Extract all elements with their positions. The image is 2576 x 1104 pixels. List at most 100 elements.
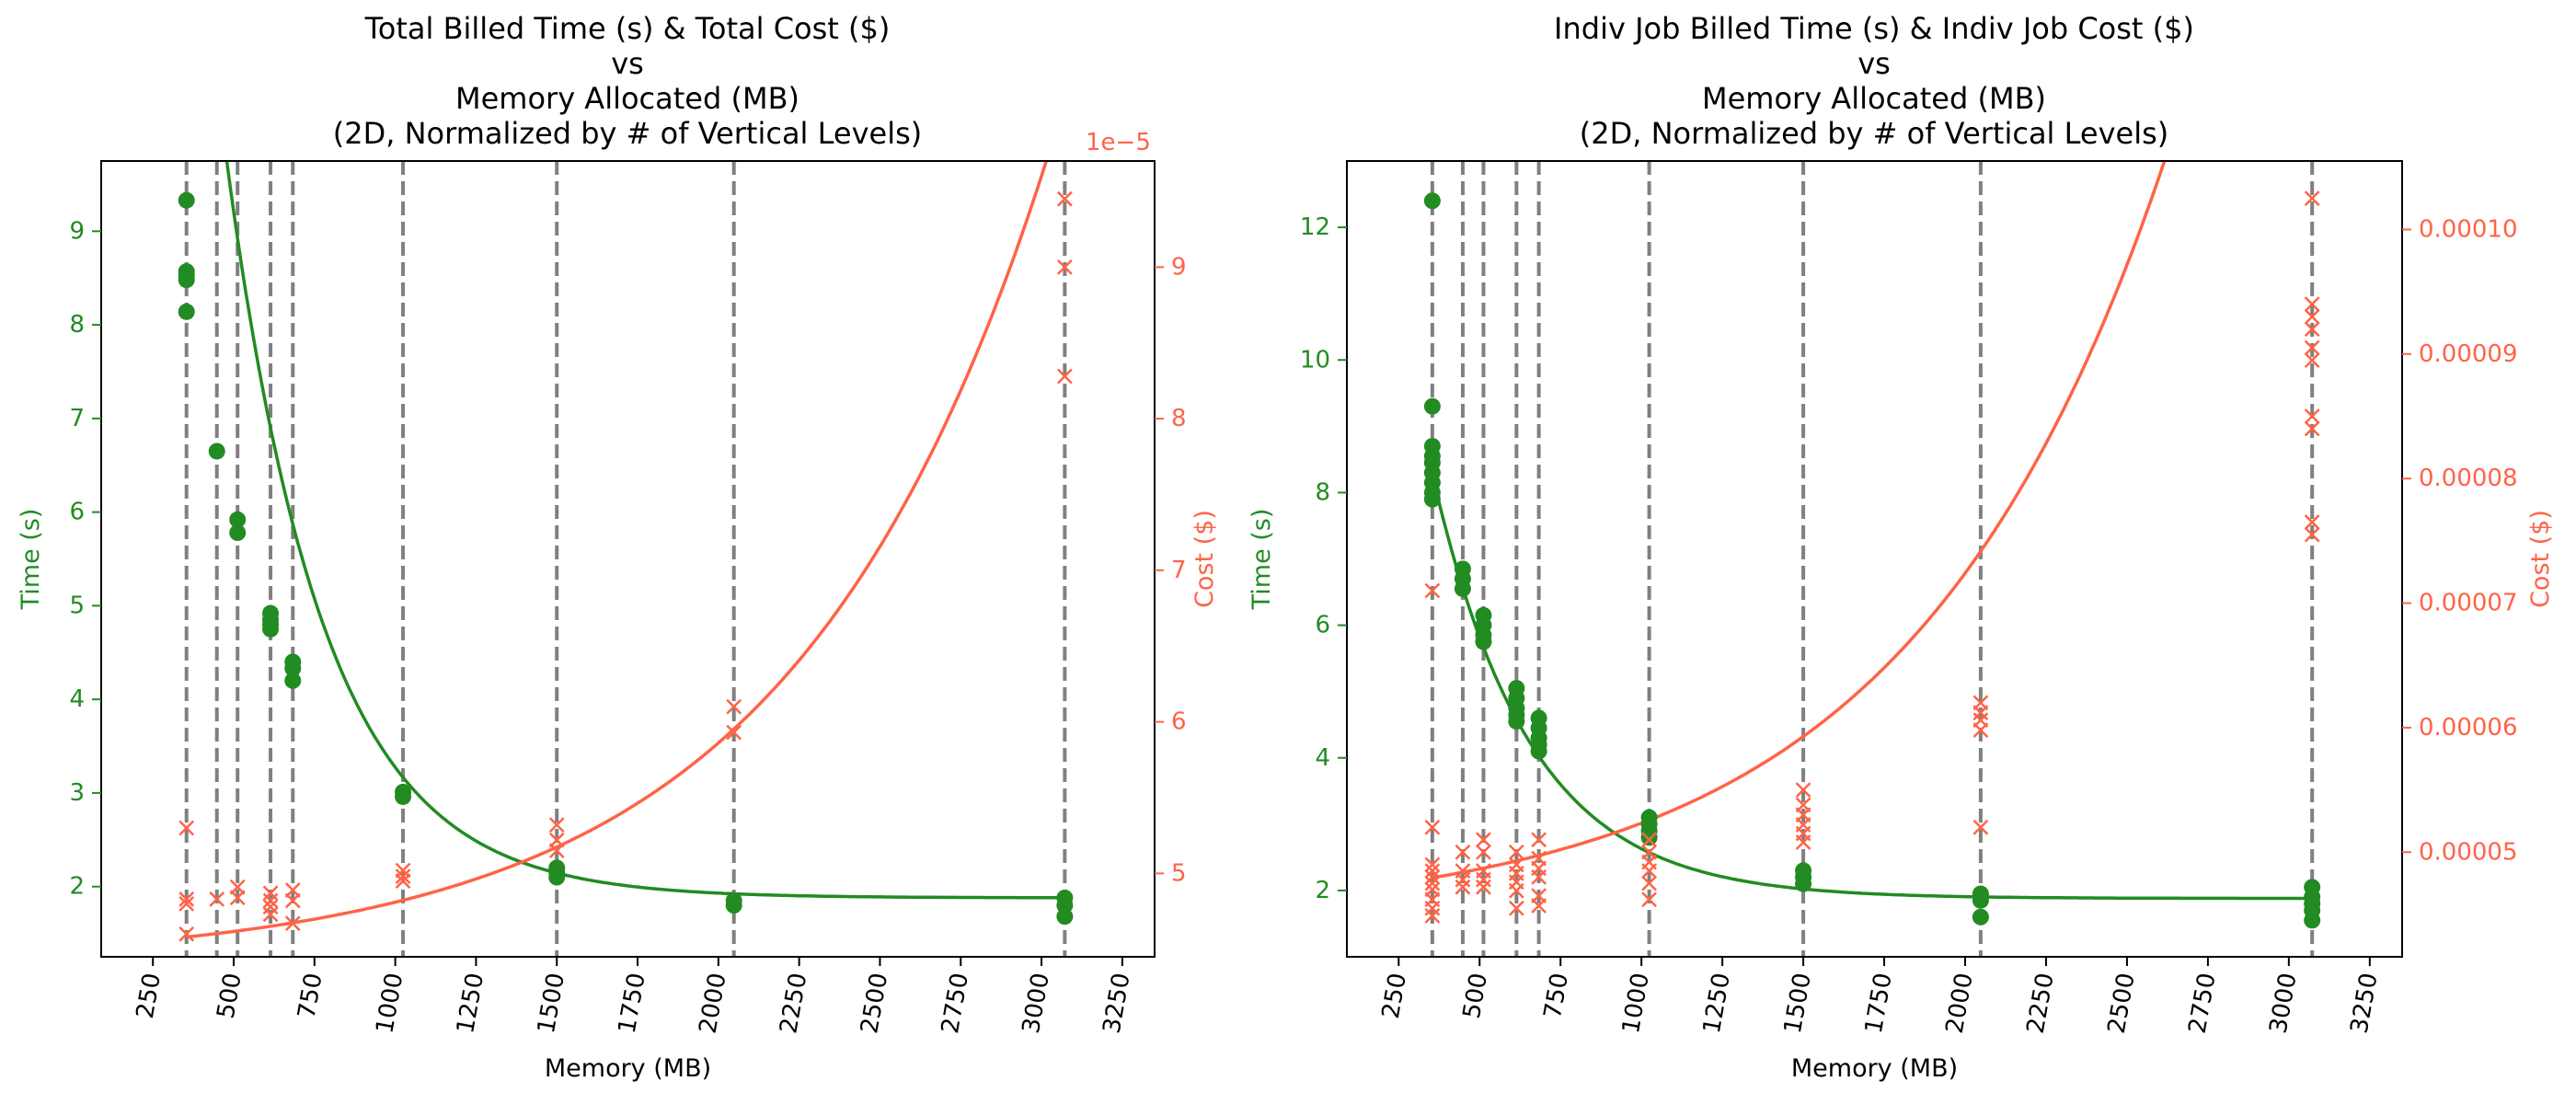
cost-point (1508, 900, 1524, 916)
cost-point (1795, 834, 1811, 850)
time-point (1475, 633, 1492, 650)
cost-point (1476, 844, 1491, 860)
cost-point (1476, 832, 1491, 848)
left-tick-label: 6 (1315, 612, 1330, 639)
left-tick-label: 9 (69, 217, 85, 245)
cost-point (1424, 857, 1441, 873)
cost-point (1455, 879, 1471, 895)
y-axis-label-cost: Cost ($) (1190, 510, 1219, 608)
cost-point (262, 892, 279, 909)
cost-point (262, 906, 279, 923)
cost-point (726, 698, 742, 715)
right-tick-label: 0.00007 (2419, 590, 2518, 617)
time-point (1423, 192, 1441, 210)
y-axis-label-time: Time (s) (17, 509, 45, 611)
x-tick-label: 1750 (614, 971, 651, 1035)
cost-point (2304, 321, 2320, 338)
time-point (229, 511, 247, 528)
time-point (1972, 908, 1989, 926)
cost-point (726, 724, 742, 741)
axes-frame (1346, 160, 2403, 958)
cost-point (1424, 875, 1441, 891)
time-point (262, 620, 280, 638)
left-tick-label: 2 (1315, 877, 1330, 904)
cost-point (2304, 526, 2320, 543)
axes-frame (100, 160, 1156, 958)
x-tick-label: 2750 (2184, 971, 2222, 1035)
chart-total: Total Billed Time (s) & Total Cost ($)vs… (17, 11, 1219, 1083)
chart-title-line: (2D, Normalized by # of Vertical Levels) (333, 116, 922, 151)
cost-point (284, 915, 301, 932)
cost-fit-curve (186, 161, 1049, 939)
cost-point (1056, 259, 1073, 275)
time-point (1795, 875, 1812, 892)
cost-point (2304, 352, 2320, 368)
x-tick-label: 3000 (2265, 971, 2303, 1035)
x-tick-label: 3000 (1018, 971, 1055, 1035)
right-tick-label: 0.00010 (2419, 215, 2518, 243)
time-point (1423, 397, 1441, 415)
cost-point (395, 868, 411, 885)
cost-point (1972, 722, 1989, 739)
cost-point (2304, 308, 2320, 325)
cost-point (1795, 782, 1811, 798)
x-tick-label: 2000 (695, 971, 732, 1035)
x-tick-label: 500 (1458, 971, 1493, 1020)
x-tick-label: 1750 (1860, 971, 1898, 1035)
left-tick-label: 12 (1300, 213, 1330, 241)
x-tick-label: 2500 (2103, 971, 2141, 1035)
cost-point (1424, 819, 1441, 835)
left-tick-label: 7 (69, 405, 85, 432)
chart-title-line: Memory Allocated (MB) (1702, 81, 2046, 116)
x-axis-label: Memory (MB) (545, 1054, 711, 1083)
right-tick-label: 9 (1171, 253, 1187, 281)
cost-point (1641, 863, 1658, 879)
right-tick-label: 0.00009 (2419, 340, 2518, 368)
cost-offset-text: 1e−5 (1086, 129, 1151, 156)
time-point (1508, 713, 1525, 730)
cost-point (2304, 420, 2320, 437)
cost-point (1531, 898, 1547, 914)
left-tick-label: 10 (1300, 346, 1330, 374)
cost-point (2304, 514, 2320, 530)
x-tick-label: 2000 (1941, 971, 1979, 1035)
right-tick-label: 8 (1171, 405, 1187, 432)
cost-point (209, 891, 225, 907)
chart-indiv-job: Indiv Job Billed Time (s) & Indiv Job Co… (1248, 11, 2555, 1083)
x-tick-label: 250 (1377, 971, 1412, 1020)
time-point (208, 443, 225, 460)
cost-point (548, 817, 565, 834)
left-tick-label: 3 (69, 779, 85, 807)
time-point (229, 524, 247, 542)
chart-title-line: vs (611, 46, 644, 81)
right-tick-label: 5 (1171, 859, 1187, 887)
cost-point (178, 820, 195, 836)
cost-point (2304, 339, 2320, 356)
left-tick-label: 5 (69, 592, 85, 619)
right-tick-label: 0.00006 (2419, 714, 2518, 742)
right-tick-label: 7 (1171, 557, 1187, 584)
cost-point (178, 895, 195, 912)
cost-point (395, 873, 411, 890)
cost-point (1476, 879, 1491, 895)
cost-point (284, 892, 301, 909)
time-point (725, 897, 742, 914)
cost-point (2304, 296, 2320, 313)
time-point (1972, 891, 1989, 909)
x-tick-label: 2500 (856, 971, 893, 1035)
x-tick-label: 3250 (1098, 971, 1136, 1035)
left-tick-label: 2 (69, 873, 85, 901)
x-tick-label: 250 (132, 971, 167, 1020)
x-tick-label: 1500 (533, 971, 570, 1035)
cost-point (1531, 868, 1547, 885)
cost-point (1476, 871, 1491, 888)
cost-point (1972, 705, 1989, 721)
y-axis-label-time: Time (s) (1248, 509, 1276, 611)
left-tick-label: 8 (1315, 478, 1330, 506)
time-fit-curve (1431, 473, 2311, 901)
chart-title-line: (2D, Normalized by # of Vertical Levels) (1580, 116, 2168, 151)
cost-point (1424, 582, 1441, 599)
cost-point (1508, 882, 1524, 899)
cost-point (1424, 907, 1441, 924)
